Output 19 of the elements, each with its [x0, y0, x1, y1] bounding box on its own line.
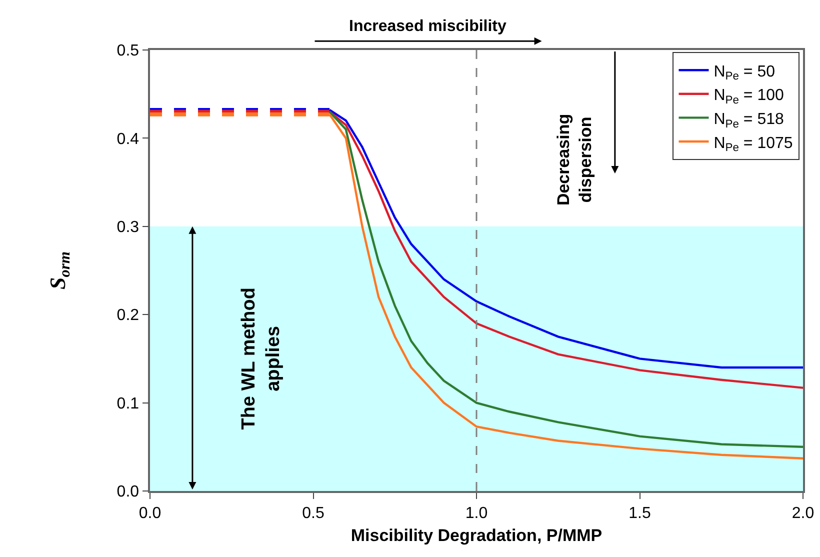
x-tick-label: 2.0 [792, 504, 814, 522]
x-tick-label: 0.0 [138, 504, 162, 522]
legend-label: N$_{Pe}$ = 518 [714, 110, 784, 130]
y-tick-label: 0.0 [116, 484, 140, 501]
annotation: Decreasing dispersion [554, 114, 596, 206]
x-tick-label: 1.5 [628, 504, 651, 522]
x-axis-title: Miscibility Degradation, P/MMP [350, 526, 602, 545]
band-label: The WL method applies [238, 288, 284, 430]
y-tick-label: 0.3 [116, 219, 140, 236]
y-tick-label: 0.1 [116, 395, 140, 412]
x-tick-label: 1.0 [465, 504, 488, 522]
y-tick-label: 0.4 [116, 130, 140, 148]
text: Increased miscibility [349, 18, 507, 35]
x-tick-label: 0.5 [302, 504, 324, 522]
legend-label: N$_{Pe}$ = 50 [714, 63, 776, 83]
legend-label: N$_{Pe}$ = 100 [714, 87, 784, 107]
legend-label: N$_{Pe}$ = 1075 [714, 134, 793, 154]
y-tick-label: 0.2 [116, 307, 140, 324]
y-tick-label: 0.5 [116, 42, 140, 60]
